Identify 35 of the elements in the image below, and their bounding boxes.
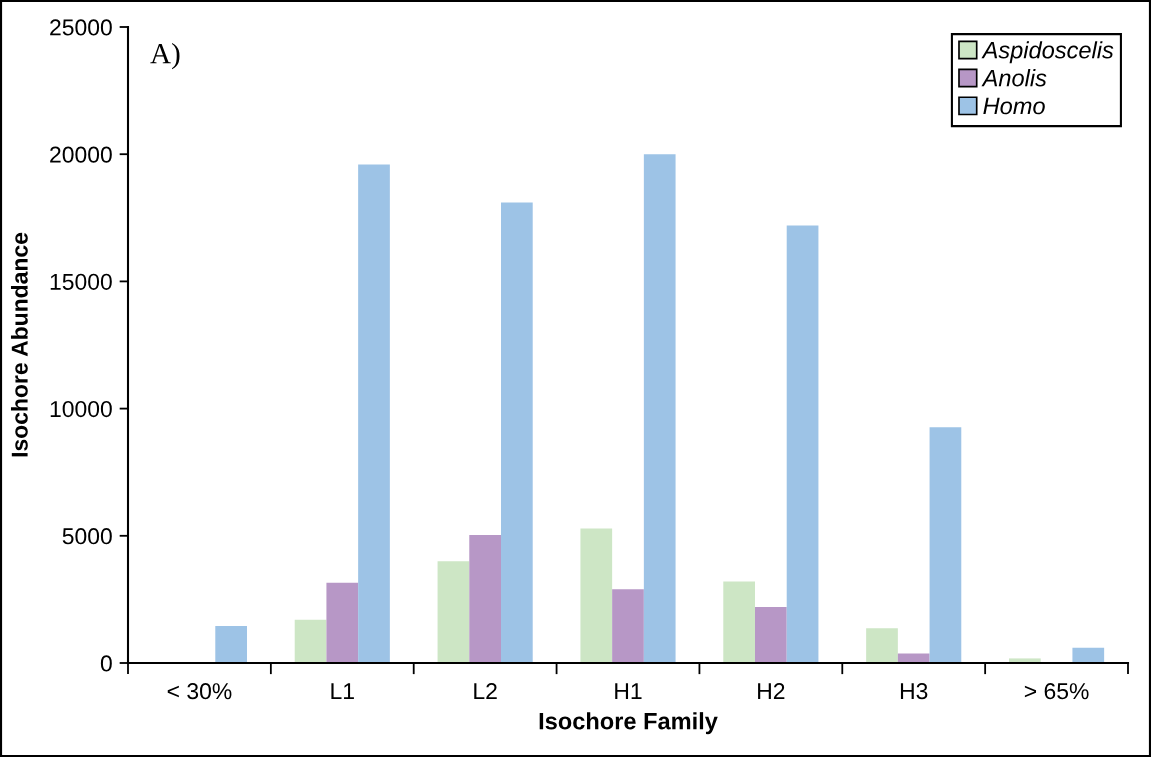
bar [215, 626, 247, 663]
y-tick-label: 15000 [50, 273, 112, 290]
bar [786, 225, 819, 663]
x-tick-label: L1 [331, 683, 354, 700]
legend-label: Aspidoscelis [981, 41, 1114, 64]
bar [469, 535, 501, 663]
y-tick-label: 0 [100, 655, 112, 672]
bar [358, 164, 390, 663]
y-tick-label: 5000 [62, 528, 112, 545]
x-tick-label: > 65% [1024, 683, 1089, 700]
bar [929, 427, 962, 663]
bar [437, 561, 470, 663]
y-tick-label: 25000 [50, 19, 112, 36]
x-tick-label: < 30% [167, 683, 232, 700]
bar [580, 528, 613, 663]
y-tick-label: 20000 [50, 146, 112, 163]
bar [643, 154, 676, 663]
bar [866, 628, 898, 663]
bar [612, 589, 644, 663]
legend-label: Homo [983, 97, 1045, 115]
y-tick-label: 10000 [50, 400, 112, 418]
x-tick-label: H1 [615, 683, 642, 700]
x-tick-label: H2 [758, 683, 785, 700]
bar [755, 607, 787, 663]
x-tick-label: L2 [474, 683, 497, 700]
bar [1072, 647, 1105, 663]
bar [326, 582, 359, 663]
x-tick-label: H3 [900, 683, 928, 700]
bar [723, 581, 755, 663]
legend-label: Anolis [981, 69, 1047, 87]
y-axis-title: Isochore Abundance [10, 232, 28, 457]
annotation: A) [150, 42, 180, 70]
bar [294, 619, 327, 663]
x-axis-title: Isochore Family [539, 712, 718, 735]
bar [501, 202, 533, 663]
